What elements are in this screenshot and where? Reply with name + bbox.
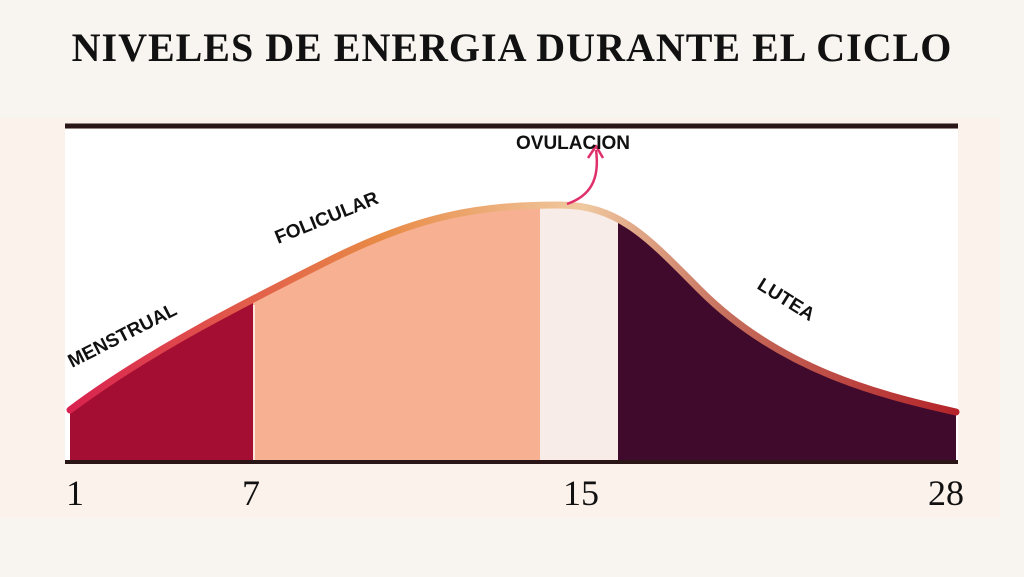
ovulation-arrow [566,149,599,206]
energy-curve [66,201,960,416]
phase-label-ovulacion: OVULACION [516,133,630,154]
day-label-15: 15 [563,473,599,513]
arrow-head-icon [586,144,605,159]
day-label-28: 28 [928,473,964,513]
day-label-7: 7 [242,473,260,513]
page-title: NIVELES DE ENERGIA DURANTE EL CICLO [71,25,953,70]
day-label-1: 1 [66,473,84,513]
phase-fill-ovulacion [540,205,618,460]
